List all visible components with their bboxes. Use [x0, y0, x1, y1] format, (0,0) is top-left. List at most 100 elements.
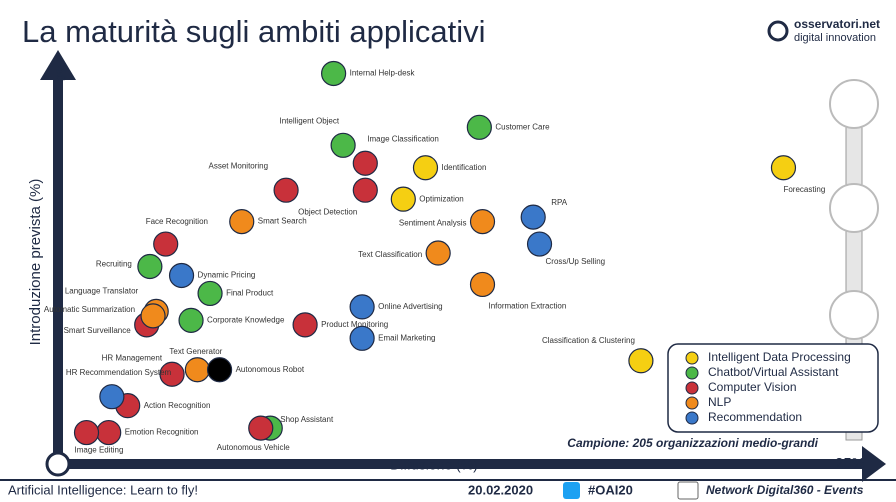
network-icon — [677, 481, 699, 500]
point-label: RPA — [551, 198, 568, 207]
data-point — [153, 231, 179, 257]
footer-date: 20.02.2020 — [468, 482, 533, 497]
note: Campione: 205 organizzazioni medio-grand… — [567, 436, 818, 450]
point-label: Final Product — [226, 289, 274, 298]
data-point — [425, 240, 451, 266]
x-axis-arrow — [862, 446, 886, 482]
point-label: Smart Search — [258, 217, 307, 226]
point-label: Object Detection — [298, 207, 357, 216]
legend-swatch — [685, 366, 699, 380]
data-point — [292, 312, 318, 338]
footer-left: Artificial Intelligence: Learn to fly! — [8, 482, 198, 497]
legend-label: Intelligent Data Processing — [708, 350, 851, 364]
footer-right: Network Digital360 - Events — [706, 483, 864, 497]
point-label: HR Management — [102, 353, 163, 362]
point-label: Optimization — [419, 194, 463, 203]
data-point — [412, 155, 439, 181]
point-label: Classification & Clustering — [542, 336, 635, 345]
point-label: Customer Care — [495, 122, 550, 131]
point-label: Product Monitoring — [321, 320, 388, 329]
legend-label: Computer Vision — [708, 380, 797, 394]
point-label: Asset Monitoring — [209, 161, 269, 170]
data-point — [466, 114, 492, 140]
point-label: Smart Surveillance — [64, 326, 132, 335]
legend-swatch — [685, 351, 699, 365]
data-point — [321, 60, 347, 87]
deco-icon — [829, 79, 879, 129]
point-label: Sentiment Analysis — [399, 219, 467, 228]
point-label: Action Recognition — [144, 401, 211, 410]
deco-icon — [829, 290, 879, 340]
data-point — [770, 155, 797, 181]
data-point — [349, 294, 375, 320]
legend-label: Recommendation — [708, 410, 802, 424]
data-point — [628, 348, 654, 374]
data-point — [137, 253, 163, 280]
data-point — [96, 419, 122, 446]
point-label: Autonomous Robot — [236, 365, 305, 374]
point-label: Image Classification — [367, 134, 439, 143]
point-label: Information Extraction — [489, 302, 567, 311]
point-label: Forecasting — [783, 185, 825, 194]
point-label: Cross/Up Selling — [546, 257, 606, 266]
data-point — [390, 186, 416, 212]
legend-swatch — [685, 411, 699, 425]
point-label: Language Translator — [65, 286, 139, 295]
logo-icon — [767, 20, 789, 42]
point-label: Autonomous Vehicle — [217, 443, 290, 452]
y-axis-arrow — [40, 50, 76, 80]
y-tick-label: 9% — [53, 62, 68, 81]
point-label: Corporate Knowledge — [207, 315, 285, 324]
point-label: Text Generator — [169, 347, 222, 356]
data-point — [159, 361, 185, 387]
y-axis — [53, 75, 63, 464]
logo-sub: digital innovation — [794, 32, 876, 44]
data-point — [73, 419, 100, 446]
data-point — [520, 204, 546, 230]
point-label: Email Marketing — [378, 333, 435, 342]
point-label: Intelligent Object — [280, 116, 340, 125]
legend-label: Chatbot/Virtual Assistant — [708, 365, 839, 379]
footer-hashtag: #OAI20 — [588, 482, 633, 497]
data-point — [349, 325, 375, 351]
data-point — [526, 231, 553, 257]
point-label: Shop Assistant — [280, 415, 334, 424]
point-label: Face Recognition — [146, 217, 208, 226]
x-axis — [58, 459, 866, 469]
data-point — [140, 303, 166, 329]
data-point — [469, 271, 496, 298]
point-label: Text Classification — [358, 250, 422, 259]
data-point — [168, 262, 195, 289]
data-point — [330, 132, 356, 158]
data-point — [184, 357, 210, 383]
twitter-icon — [563, 482, 580, 499]
data-point — [178, 307, 204, 333]
point-label: Internal Help-desk — [350, 69, 416, 78]
data-point — [469, 209, 496, 235]
point-label: Identification — [441, 163, 486, 172]
data-point — [273, 177, 299, 203]
data-point — [248, 415, 274, 441]
point-label: Image Editing — [75, 446, 124, 455]
data-point — [352, 177, 378, 203]
x-tick-label: 25% — [835, 455, 865, 472]
data-point — [197, 280, 223, 307]
point-label: Automatic Summarization — [44, 305, 135, 314]
data-point — [229, 209, 255, 235]
origin — [45, 451, 71, 477]
point-label: Online Advertising — [378, 302, 442, 311]
data-point — [352, 150, 378, 176]
point-label: Emotion Recognition — [125, 428, 199, 437]
x-axis-label: Diffusione (%) — [390, 457, 478, 473]
legend-label: NLP — [708, 395, 731, 409]
data-point — [206, 357, 233, 383]
slide-title: La maturità sugli ambiti applicativi — [22, 14, 486, 49]
point-label: Recruiting — [96, 260, 132, 269]
legend-box — [667, 343, 879, 433]
data-point — [99, 384, 125, 410]
legend-swatch — [685, 381, 699, 395]
logo-name: osservatori.net — [794, 17, 880, 31]
point-label: Dynamic Pricing — [198, 271, 256, 280]
deco-icon — [829, 183, 879, 233]
